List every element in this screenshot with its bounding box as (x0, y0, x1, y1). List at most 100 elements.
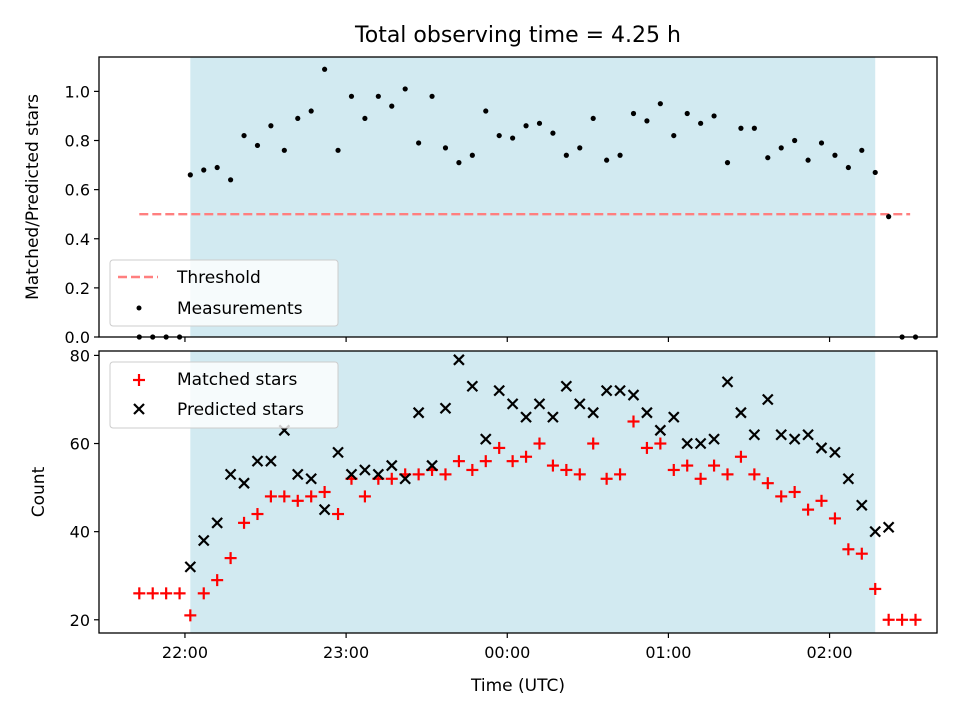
matched-star-point (573, 468, 586, 481)
top-y-tick-label: 0.8 (65, 132, 90, 151)
predicted-star-point (815, 442, 828, 454)
predicted-star-point (681, 437, 693, 450)
matched-star-point (278, 490, 291, 503)
top-y-tick-label: 0.0 (65, 328, 90, 347)
matched-star-point (842, 543, 855, 556)
matched-star-point (869, 582, 882, 595)
measurement-point (617, 152, 623, 158)
measurement-point (684, 110, 690, 117)
predicted-star-point (721, 376, 734, 388)
matched-star-point (708, 459, 721, 472)
predicted-star-point (385, 459, 398, 472)
measurement-point (389, 103, 395, 109)
x-tick-label: 23:00 (323, 643, 369, 662)
bottom-y-tick-label: 20 (70, 611, 90, 630)
measurement-point (228, 177, 234, 183)
predicted-legend-label: Predicted stars (177, 400, 304, 420)
matched-star-point (546, 459, 559, 472)
measurement-point (577, 145, 583, 151)
bottom-legend-box (109, 361, 339, 429)
chart-title: Total observing time = 4.25 h (354, 23, 681, 48)
matched-star-point (681, 459, 694, 472)
matched-star-point (815, 494, 828, 507)
matched-star-point (654, 437, 667, 450)
measurement-point (295, 115, 301, 122)
measurement-point (751, 125, 757, 131)
bottom-axes-frame (98, 350, 938, 634)
measurement-point (322, 66, 328, 72)
measurement-point (630, 110, 637, 117)
predicted-star-point (318, 503, 331, 516)
matched-star-point (520, 450, 533, 463)
matched-star-point (802, 503, 815, 516)
predicted-star-point (600, 384, 613, 397)
matched-legend-swatch (133, 374, 145, 386)
predicted-star-point (668, 411, 680, 423)
predicted-star-point (439, 402, 452, 415)
matched-star-point (627, 415, 640, 428)
measurement-point (536, 120, 543, 126)
matched-star-point (721, 468, 734, 481)
matched-star-point (640, 441, 653, 454)
matched-star-point (896, 613, 909, 626)
measurement-point (604, 157, 610, 163)
predicted-star-point (466, 380, 479, 393)
predicted-star-point (829, 446, 841, 459)
matched-star-point (493, 441, 506, 454)
measurement-point (402, 86, 408, 92)
bottom-y-axis-label: Count (29, 466, 49, 517)
matched-star-point (385, 472, 398, 485)
x-axis-label: Time (UTC) (470, 676, 565, 696)
measurements-legend-swatch (136, 305, 142, 311)
measurement-point (335, 147, 341, 153)
measurements-legend-label: Measurements (177, 299, 303, 319)
predicted-star-point (547, 411, 559, 423)
matched-star-point (734, 450, 747, 463)
measurement-point (698, 120, 704, 126)
matched-star-point (909, 613, 922, 626)
measurement-point (872, 169, 878, 176)
predicted-star-point (453, 354, 465, 366)
matched-star-point (412, 468, 425, 481)
measurement-point (792, 137, 798, 144)
measurement-point (590, 115, 596, 122)
predicted-star-point (506, 398, 519, 410)
measurement-point (644, 118, 650, 124)
measurement-point (456, 160, 462, 166)
bottom-y-tick-label: 60 (70, 435, 90, 454)
measurement-point (886, 214, 892, 220)
predicted-star-point (560, 380, 573, 393)
predicted-star-point (641, 406, 653, 419)
top-y-tick-label: 0.4 (65, 230, 90, 249)
predicted-star-point (587, 406, 599, 419)
predicted-star-point (694, 437, 707, 450)
matched-star-point (828, 512, 841, 525)
predicted-star-point (762, 393, 774, 406)
matched-star-point (197, 587, 210, 600)
predicted-star-point (802, 428, 814, 441)
predicted-star-point (533, 398, 546, 410)
measurement-point (550, 130, 556, 136)
predicted-star-point (184, 561, 197, 573)
predicted-star-point (345, 468, 358, 481)
measurement-point (268, 123, 274, 129)
matched-star-point (533, 437, 546, 450)
predicted-star-point (614, 384, 626, 397)
predicted-star-point (842, 473, 855, 485)
measurement-point (416, 140, 422, 146)
measurement-point (362, 115, 368, 122)
matched-star-point (479, 455, 492, 468)
predicted-legend-swatch (133, 403, 145, 415)
matched-star-point (855, 547, 868, 560)
matched-star-point (439, 468, 452, 481)
matched-star-point (238, 516, 251, 529)
predicted-star-point (573, 398, 586, 410)
predicted-star-point (654, 424, 667, 437)
top-y-tick-label: 0.6 (65, 181, 90, 200)
matched-star-point (761, 477, 774, 490)
measurement-point (308, 108, 314, 114)
top-y-tick-label: 1.0 (65, 82, 90, 101)
top-y-axis-label: Matched/Predicted stars (23, 94, 43, 300)
measurement-point (214, 164, 220, 171)
